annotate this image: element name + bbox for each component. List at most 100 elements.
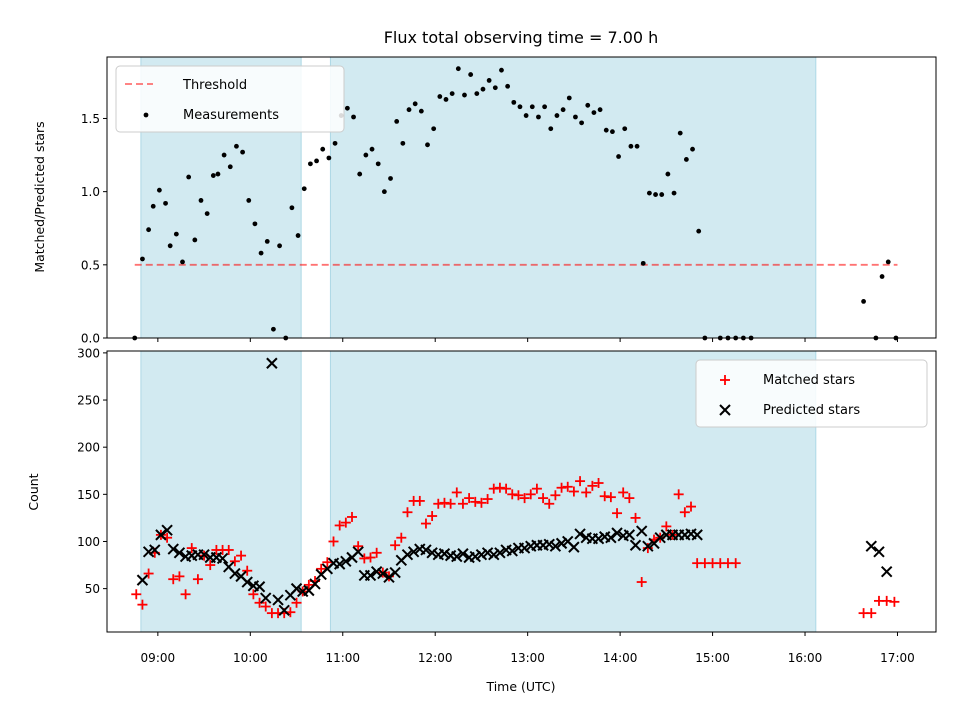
predicted-point-b — [481, 547, 494, 559]
y-tick-label: 300 — [77, 346, 100, 360]
predicted-point-b — [685, 528, 697, 540]
predicted-point-b — [266, 357, 278, 369]
predicted-point — [167, 543, 179, 555]
predicted-point — [611, 527, 623, 539]
predicted-point-b — [161, 524, 173, 536]
measurement-point — [381, 189, 387, 195]
matched-point — [371, 547, 382, 558]
measurement-point — [665, 171, 671, 177]
predicted-point — [290, 582, 303, 595]
predicted-point-b — [149, 544, 161, 556]
measurement-point — [351, 114, 356, 120]
predicted-point — [253, 581, 266, 593]
predicted-point-b — [155, 529, 167, 541]
measurement-point — [344, 105, 350, 111]
matched-point — [254, 597, 265, 608]
measurement-point — [671, 190, 677, 196]
matched-point — [599, 491, 610, 502]
measurement-point — [252, 221, 258, 227]
predicted-point-b — [370, 565, 383, 578]
measurement-point — [505, 83, 511, 89]
measurement-point — [363, 152, 369, 158]
matched-point — [260, 601, 271, 612]
measurement-point — [573, 114, 578, 120]
matched-point — [556, 482, 567, 493]
predicted-point — [383, 571, 395, 584]
matched-point — [562, 481, 573, 492]
predicted-point-b — [543, 538, 555, 551]
measurement-point — [455, 66, 461, 72]
matched-point — [168, 574, 179, 585]
measurement-point — [258, 250, 264, 256]
measurement-point — [227, 164, 233, 170]
measurement-point — [320, 146, 326, 152]
measurement-point — [431, 126, 437, 132]
legend-predicted-marker — [719, 404, 731, 416]
matched-point — [143, 568, 154, 579]
measurement-point — [603, 127, 609, 133]
predicted-point-b — [389, 566, 401, 579]
predicted-point — [457, 548, 469, 560]
predicted-point — [605, 531, 617, 544]
matched-point — [316, 563, 327, 574]
predicted-point-b — [414, 543, 426, 555]
predicted-point-b — [210, 551, 223, 564]
matched-point — [464, 493, 475, 504]
matched-point — [439, 497, 450, 508]
matched-point — [581, 487, 592, 498]
predicted-point-b — [198, 548, 210, 561]
predicted-point-b — [880, 565, 893, 578]
matched-point — [334, 520, 345, 531]
legend-matched-swatch — [720, 375, 730, 385]
measurement-point — [150, 203, 156, 209]
predicted-point — [241, 576, 253, 588]
predicted-point — [340, 555, 352, 567]
predicted-point-b — [500, 544, 512, 556]
matched-point — [624, 493, 635, 504]
matched-point — [636, 577, 647, 588]
measurement-point — [221, 152, 227, 158]
bottom-panel-y-axis-label: Count — [26, 473, 41, 510]
top-panel-points — [132, 66, 899, 341]
y-tick-label: 0.5 — [81, 258, 100, 272]
matched-point — [730, 558, 741, 569]
measurement-point — [622, 126, 628, 132]
matched-point — [457, 498, 468, 509]
measurement-point — [167, 243, 173, 249]
matched-point — [889, 596, 900, 607]
predicted-point-b — [420, 544, 432, 556]
measurement-point — [375, 161, 381, 167]
matched-point — [544, 498, 555, 509]
legend-matched-marker — [720, 375, 730, 385]
measurement-point — [468, 72, 474, 77]
predicted-point — [574, 528, 586, 540]
predicted-point-b — [642, 540, 654, 552]
predicted-point — [173, 547, 186, 559]
top-panel-x-ticks — [157, 338, 898, 342]
predicted-point — [629, 539, 642, 551]
matched-point — [427, 511, 438, 522]
predicted-point-b — [451, 550, 463, 563]
legend-predicted-swatch — [719, 404, 731, 416]
measurement-point — [861, 299, 866, 304]
matched-point — [236, 550, 247, 561]
measurement-point — [646, 190, 652, 196]
legend-threshold-label: Threshold — [182, 78, 247, 93]
measurement-point — [425, 142, 430, 148]
matched-point — [630, 512, 641, 523]
matched-point — [390, 540, 401, 551]
measurement-point — [640, 260, 646, 266]
measurement-point — [215, 171, 221, 177]
bottom-legend: Matched stars Predicted stars — [695, 359, 928, 428]
x-tick-label: 13:00 — [510, 651, 545, 665]
matched-point — [501, 483, 512, 494]
predicted-point-b — [247, 580, 260, 592]
matched-point — [612, 508, 623, 519]
measurement-point — [610, 129, 615, 135]
predicted-point-b — [383, 571, 395, 584]
y-tick-label: 0.0 — [81, 332, 100, 346]
predicted-point-b — [605, 531, 617, 544]
measurement-point — [462, 92, 467, 98]
measurement-point — [536, 114, 541, 120]
predicted-point — [568, 541, 580, 553]
